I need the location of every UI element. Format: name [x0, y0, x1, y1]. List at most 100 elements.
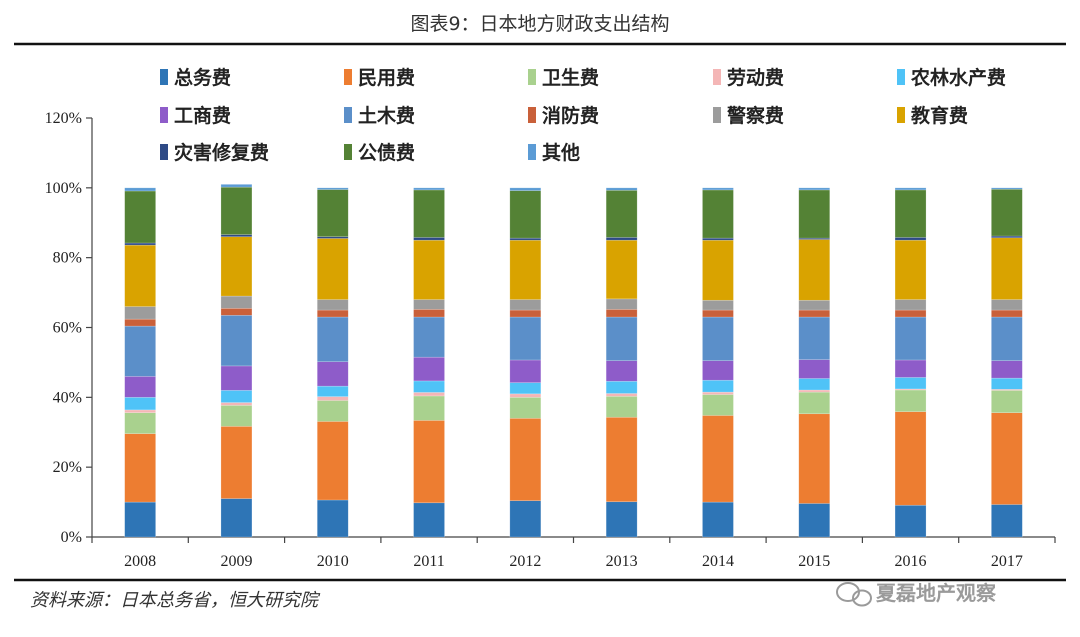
legend-item: 工商费: [160, 104, 231, 127]
bar-segment: [991, 504, 1023, 538]
bar-segment: [509, 417, 542, 501]
bar-segment: [509, 359, 542, 383]
y-tick-label: 40%: [53, 389, 82, 406]
bar-stack: [220, 184, 253, 538]
legend-label: 农林水产费: [910, 66, 1006, 89]
legend-item: 劳动费: [713, 66, 784, 89]
bar-segment: [509, 393, 542, 398]
bar-segment: [991, 390, 1023, 413]
bar-stack: [509, 187, 542, 538]
chart-title: 图表9：日本地方财政支出结构: [410, 13, 669, 35]
x-tick-label: 2015: [798, 553, 830, 570]
bar-segment: [702, 316, 734, 361]
bar-segment: [220, 184, 253, 188]
y-tick-label: 60%: [53, 320, 82, 337]
legend-swatch: [160, 107, 168, 123]
bar-segment: [798, 316, 831, 360]
bar-segment: [413, 309, 445, 318]
bar-segment: [894, 309, 927, 318]
bar-segment: [605, 380, 638, 394]
legend-swatch: [528, 69, 536, 85]
bar-segment: [798, 391, 831, 415]
bar-segment: [798, 187, 831, 191]
bar-segment: [413, 239, 445, 300]
bar-segment: [894, 239, 927, 300]
bar-segment: [798, 239, 831, 301]
bar-segment: [220, 186, 253, 235]
bar-segment: [991, 360, 1023, 379]
bar-segment: [894, 504, 927, 538]
y-tick-label: 80%: [53, 250, 82, 267]
bar-segment: [509, 316, 542, 361]
bar-segment: [991, 316, 1023, 361]
bar-segment: [798, 389, 831, 393]
bar-segment: [124, 244, 156, 307]
x-axis: 2008 2009 2010 2011 2012 2013 2014 2015 2016 2017: [91, 536, 1056, 570]
bar-segment: [413, 237, 445, 241]
y-tick-label: 100%: [45, 180, 82, 197]
bar-segment: [413, 187, 445, 191]
legend-item: 灾害修复费: [160, 141, 269, 164]
bar-segment: [702, 239, 734, 301]
legend-label: 土木费: [358, 104, 415, 127]
bar-segment: [316, 385, 349, 397]
bar-segment: [798, 299, 831, 311]
bar-segment: [124, 501, 156, 538]
bar-segment: [605, 501, 638, 538]
bar-stack: [413, 187, 445, 538]
bar-stack: [894, 187, 927, 538]
legend-swatch: [528, 144, 536, 160]
bar-segment: [702, 299, 734, 311]
bar-segment: [220, 390, 253, 403]
bar-segment: [798, 378, 831, 391]
bar-segment: [413, 420, 445, 504]
bar-segment: [894, 359, 927, 378]
bar-segment: [220, 426, 253, 499]
bar-segment: [316, 316, 349, 363]
legend-item: 公债费: [344, 141, 415, 164]
bar-segment: [509, 397, 542, 419]
legend-swatch: [713, 107, 721, 123]
x-tick-label: 2010: [317, 553, 349, 570]
x-tick-label: 2013: [606, 553, 638, 570]
bar-segment: [991, 299, 1023, 311]
bar-segment: [894, 377, 927, 390]
bar-segment: [413, 189, 445, 238]
bar-segment: [702, 187, 734, 191]
x-tick-label: 2012: [509, 553, 541, 570]
bar-segment: [702, 189, 734, 239]
bar-segment: [509, 500, 542, 538]
legend-label: 警察费: [727, 104, 784, 127]
bar-segment: [124, 318, 156, 327]
bar-stack: [316, 187, 349, 538]
bar-stack: [605, 187, 638, 538]
legend-item: 民用费: [344, 67, 415, 89]
bar-segment: [991, 309, 1023, 318]
bar-segment: [220, 234, 253, 238]
bar-segment: [894, 187, 927, 191]
bar-segment: [220, 365, 253, 391]
bar-stack: [124, 187, 156, 538]
bar-segment: [605, 309, 638, 318]
legend-label: 教育费: [911, 104, 968, 127]
bar-segment: [509, 299, 542, 311]
legend-item: 教育费: [897, 104, 968, 127]
bar-segment: [316, 396, 349, 401]
bar-segment: [220, 236, 253, 297]
bar-stack: [798, 187, 831, 538]
bar-segment: [413, 395, 445, 421]
bar-segment: [894, 316, 927, 361]
bar-segment: [702, 391, 734, 395]
bar-segment: [991, 188, 1023, 237]
bar-segment: [124, 397, 156, 411]
legend-swatch: [528, 107, 536, 123]
bar-segment: [798, 359, 831, 379]
legend-label: 总务费: [174, 66, 231, 89]
bar-segment: [702, 415, 734, 503]
legend-item: 总务费: [160, 66, 231, 89]
legend-item: 农林水产费: [897, 66, 1006, 89]
bar-segment: [894, 299, 927, 311]
y-tick-label: 120%: [45, 110, 82, 127]
